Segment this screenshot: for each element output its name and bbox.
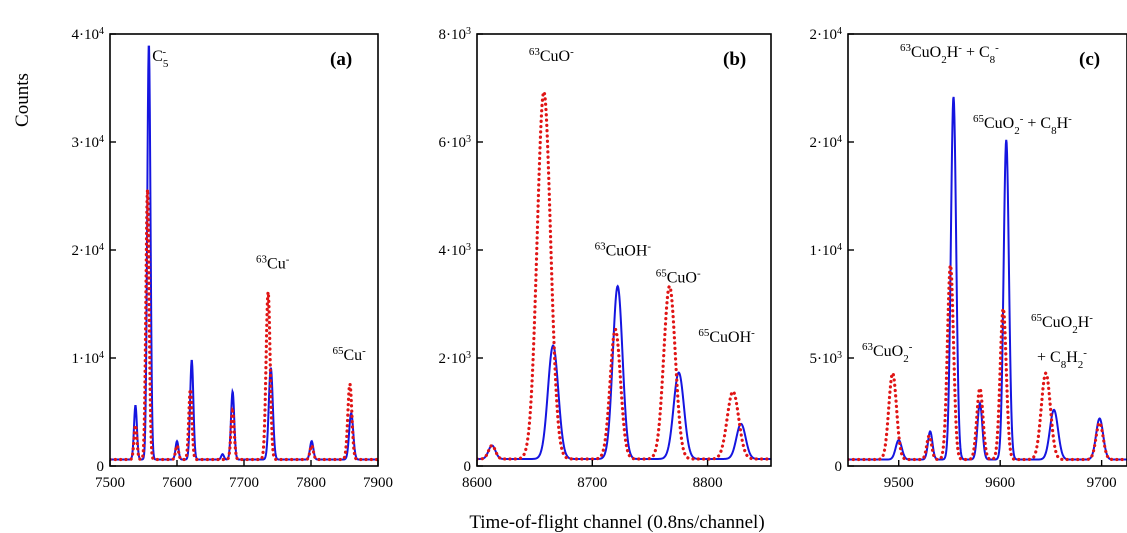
y-tick-label: 4·104 <box>72 26 105 44</box>
x-tick-label: 7900 <box>363 475 393 491</box>
y-tick-label: 1·104 <box>810 242 843 260</box>
peak-annotation: 63CuOH- <box>595 240 652 259</box>
peak-annotation: 65CuO- <box>656 267 701 286</box>
panel-label: (a) <box>330 49 352 70</box>
panel-c: 9500 9600 9700 2·104 2·104 1·104 5·103 0 (c) <box>810 26 1127 491</box>
series-dotted-red-line <box>477 88 771 461</box>
x-tick-label: 7500 <box>95 475 125 491</box>
x-tick-label: 9700 <box>1087 475 1117 491</box>
y-tick-label: 4·103 <box>439 242 472 260</box>
annotation-65cuo2-c8h: 65CuO2- + C8H- <box>973 113 1072 137</box>
annotation-63cuo2: 63CuO2- <box>862 341 913 365</box>
y-tick-label: 2·104 <box>810 134 843 152</box>
x-tick-label: 7800 <box>296 475 326 491</box>
annotation-c8h2: + C8H2- <box>1037 347 1087 371</box>
series-solid-blue-line <box>110 45 378 461</box>
series-dotted-red-line <box>110 189 378 462</box>
y-tick-label: 2·103 <box>439 350 472 368</box>
panel-a: 7500 7600 7700 7800 7900 4·104 3·104 2·104 1·104… <box>72 26 394 492</box>
y-tick-label: 1·104 <box>72 350 105 368</box>
y-tick-label: 5·103 <box>810 350 843 368</box>
y-tick-label: 3·104 <box>72 134 105 152</box>
x-tick-label: 9600 <box>985 475 1015 491</box>
peak-annotation: 63CuO- <box>529 46 574 65</box>
series-dotted-red-line <box>848 264 1127 462</box>
series-solid-blue-line <box>477 284 771 460</box>
y-tick-label: 2·104 <box>810 26 843 44</box>
y-tick-label: 0 <box>835 459 843 475</box>
y-tick-label: 0 <box>97 459 105 475</box>
y-tick-label: 2·104 <box>72 242 105 260</box>
x-tick-label: 8800 <box>693 475 723 491</box>
panel-label: (b) <box>723 49 746 70</box>
x-tick-label: 7700 <box>229 475 259 491</box>
y-tick-label: 0 <box>464 459 472 475</box>
y-tick-label: 8·103 <box>439 26 472 44</box>
x-axis-title: Time-of-flight channel (0.8ns/channel) <box>469 512 764 533</box>
x-tick-label: 8700 <box>577 475 607 491</box>
panel-label: (c) <box>1079 49 1100 70</box>
peak-annotation: 65Cu- <box>332 345 366 364</box>
plot-frame <box>847 33 1127 467</box>
y-axis-title: Counts <box>12 73 33 127</box>
x-tick-label: 7600 <box>162 475 192 491</box>
peak-annotation: C5- <box>152 46 169 70</box>
peak-annotation: 65CuOH- <box>698 327 755 346</box>
panel-c-annotations: 63CuO2H- + C8- 65CuO2- + C8H- 63CuO2- 65… <box>862 42 1093 371</box>
series-solid-blue-line <box>848 96 1127 461</box>
annotation-65cuo2h: 65CuO2H- <box>1031 312 1093 336</box>
x-tick-label: 9500 <box>884 475 914 491</box>
peak-annotation: 63Cu- <box>256 253 290 272</box>
x-tick-label: 8600 <box>462 475 492 491</box>
y-tick-label: 6·103 <box>439 134 472 152</box>
annotation-63cuo2h-c8: 63CuO2H- + C8- <box>900 42 999 66</box>
panel-b: 8600 8700 8800 8·103 6·103 4·103 2·103 0 (b) 63Cu… <box>439 26 772 491</box>
